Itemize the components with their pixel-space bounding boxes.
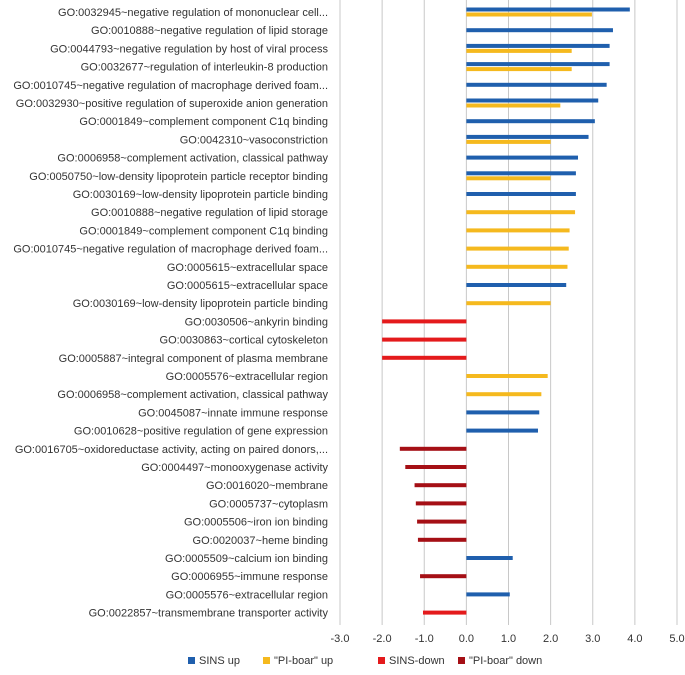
category-label: GO:0032930~positive regulation of supero… — [16, 98, 328, 110]
bar — [466, 176, 551, 181]
category-label: GO:0010888~negative regulation of lipid … — [91, 25, 328, 37]
bar — [466, 139, 551, 144]
category-label: GO:0050750~low-density lipoprotein parti… — [29, 171, 328, 183]
bar — [422, 610, 467, 615]
bar — [466, 82, 607, 87]
category-label: GO:0006958~complement activation, classi… — [57, 153, 328, 165]
bar — [466, 98, 599, 103]
bar — [466, 301, 551, 306]
category-label: GO:0006955~immune response — [171, 571, 328, 583]
x-tick-label: 2.0 — [543, 633, 558, 645]
category-label: GO:0005576~extracellular region — [166, 589, 328, 601]
bar — [466, 428, 538, 433]
bar — [466, 171, 576, 176]
category-label: GO:0010745~negative regulation of macrop… — [13, 244, 328, 256]
bar — [466, 43, 610, 48]
bar — [466, 374, 548, 378]
category-label: GO:0005615~extracellular space — [167, 262, 328, 274]
category-label: GO:0032677~regulation of interleukin-8 p… — [81, 62, 328, 74]
category-label: GO:0005509~calcium ion binding — [165, 553, 328, 565]
x-tick-label: 0.0 — [459, 633, 474, 645]
category-label: GO:0001849~complement component C1q bind… — [79, 225, 328, 237]
category-label: GO:0004497~monooxygenase activity — [141, 462, 328, 474]
category-label: GO:0022857~transmembrane transporter act… — [89, 608, 329, 620]
category-label: GO:0005615~extracellular space — [167, 280, 328, 292]
bar — [466, 246, 569, 251]
legend-label: SINS-down — [389, 655, 445, 667]
legend-label: SINS up — [199, 655, 240, 667]
legend-swatch — [188, 657, 195, 664]
x-axis-ticks: -3.0 -2.0 -1.0 0.0 1.0 2.0 3.0 4.0 5.0 — [331, 633, 685, 645]
category-label: GO:0016705~oxidoreductase activity, acti… — [15, 444, 328, 456]
bar — [466, 12, 592, 17]
category-label: GO:0030506~ankyrin binding — [185, 316, 328, 328]
category-label: GO:0001849~complement component C1q bind… — [79, 116, 328, 128]
bar — [466, 264, 568, 269]
bar — [466, 103, 561, 108]
category-label: GO:0005576~extracellular region — [166, 371, 328, 383]
bar — [466, 119, 595, 124]
bar — [466, 67, 572, 72]
x-tick-label: -1.0 — [415, 633, 434, 645]
category-label: GO:0045087~innate immune response — [138, 407, 328, 419]
legend-swatch — [458, 657, 465, 664]
bar — [466, 556, 513, 560]
category-label: GO:0005737~cytoplasm — [209, 498, 328, 510]
x-tick-label: 1.0 — [501, 633, 516, 645]
bar — [466, 155, 579, 160]
bar — [466, 7, 630, 12]
bar — [382, 355, 467, 360]
x-tick-label: -2.0 — [373, 633, 392, 645]
bar — [466, 283, 567, 287]
x-tick-label: 4.0 — [627, 633, 642, 645]
category-label: GO:0010628~positive regulation of gene e… — [74, 426, 328, 438]
category-label: GO:0030169~low-density lipoprotein parti… — [73, 298, 328, 310]
category-label: GO:0030863~cortical cytoskeleton — [160, 335, 328, 347]
bar — [466, 48, 572, 53]
category-label: GO:0005887~integral component of plasma … — [59, 353, 328, 365]
bar — [414, 483, 467, 488]
category-label: GO:0020037~heme binding — [193, 535, 328, 547]
bar — [382, 319, 467, 324]
bar — [415, 501, 467, 506]
bar — [405, 465, 467, 469]
category-label: GO:0005506~iron ion binding — [184, 517, 328, 529]
category-labels: GO:0032945~negative regulation of mononu… — [13, 7, 328, 620]
legend-label: "PI-boar" up — [274, 655, 333, 667]
legend: SINS up "PI-boar" up SINS-down "PI-boar" do… — [188, 655, 542, 667]
bar — [382, 337, 467, 342]
bar — [466, 592, 510, 597]
category-label: GO:0032945~negative regulation of mononu… — [58, 7, 328, 19]
bars — [382, 7, 630, 615]
bar — [420, 574, 467, 579]
bar — [417, 537, 467, 542]
x-tick-label: 5.0 — [669, 633, 684, 645]
bar — [466, 410, 540, 415]
bar — [466, 192, 576, 196]
legend-label: "PI-boar" down — [469, 655, 542, 667]
bar — [466, 134, 589, 139]
category-label: GO:0030169~low-density lipoprotein parti… — [73, 189, 328, 201]
bar — [466, 392, 542, 397]
x-tick-label: -3.0 — [331, 633, 350, 645]
category-label: GO:0016020~membrane — [206, 480, 328, 492]
bar — [466, 210, 576, 215]
gridlines — [339, 0, 678, 625]
x-tick-label: 3.0 — [585, 633, 600, 645]
category-label: GO:0042310~vasoconstriction — [180, 134, 328, 146]
category-label: GO:0010745~negative regulation of macrop… — [13, 80, 328, 92]
bar — [417, 519, 467, 524]
legend-swatch — [263, 657, 270, 664]
category-label: GO:0044793~negative regulation by host o… — [50, 43, 328, 55]
bar — [399, 446, 467, 451]
category-label: GO:0010888~negative regulation of lipid … — [91, 207, 328, 219]
category-label: GO:0006958~complement activation, classi… — [57, 389, 328, 401]
bar — [466, 228, 570, 233]
bar — [466, 28, 613, 33]
legend-swatch — [378, 657, 385, 664]
bar — [466, 62, 610, 67]
